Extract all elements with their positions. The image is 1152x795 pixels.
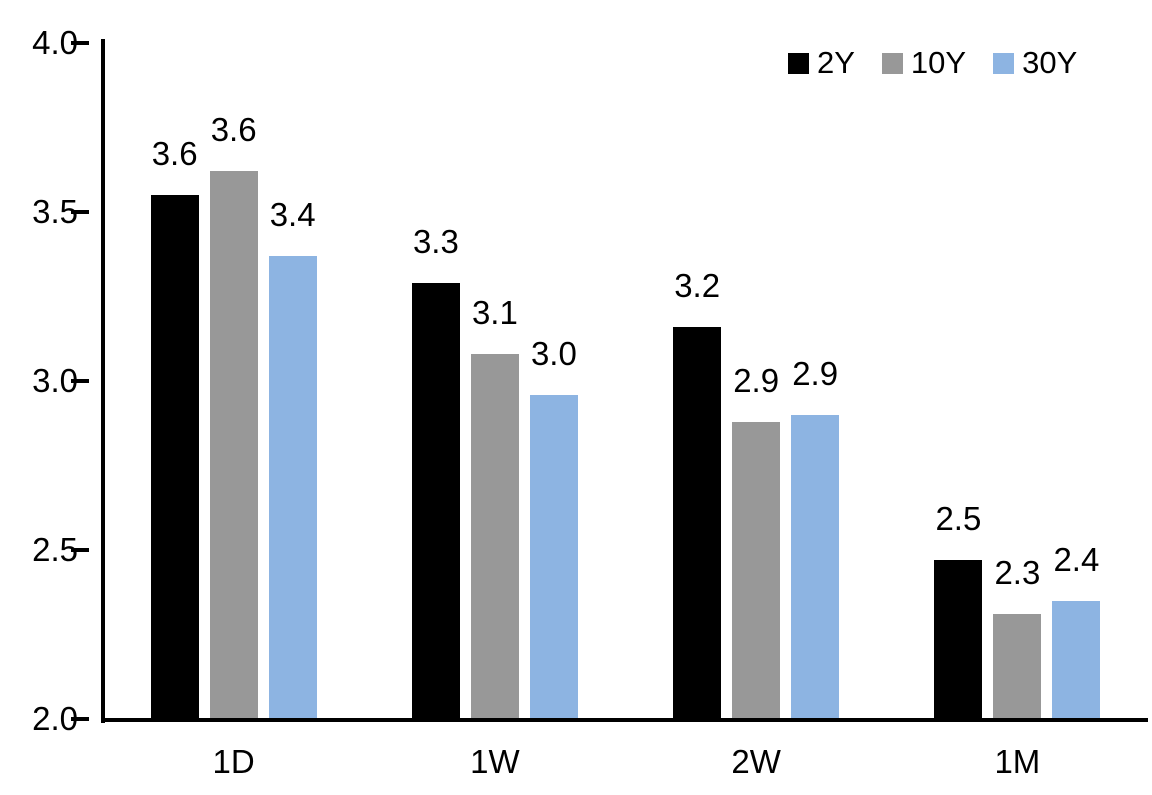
legend-label: 10Y (910, 45, 967, 80)
y-axis-tick-label: 3.0 (32, 362, 78, 399)
bar-30Y-1D (268, 255, 317, 721)
bar-2Y-1W (411, 282, 460, 721)
bar-value-label: 3.6 (210, 111, 257, 149)
legend-item-10Y: 10Y (881, 45, 967, 80)
y-axis-tick-label: 2.5 (32, 531, 78, 568)
bar-value-label: 2.9 (792, 354, 839, 392)
y-axis-tick-label: 4.0 (32, 24, 78, 61)
legend-item-30Y: 30Y (993, 46, 1077, 80)
legend-swatch-icon (881, 52, 903, 74)
x-axis-category-label: 1M (994, 743, 1041, 780)
bar-30Y-2W (791, 414, 840, 721)
x-axis-category-label: 1D (212, 743, 255, 780)
legend-label: 30Y (1022, 45, 1078, 80)
y-axis-tick (71, 717, 89, 721)
legend: 2Y 10Y 30Y (788, 46, 1077, 80)
bar-10Y-1W (470, 353, 519, 721)
y-axis-tick-label: 3.5 (32, 193, 78, 230)
legend-item-2Y: 2Y (788, 46, 855, 80)
bar-30Y-1W (529, 394, 578, 721)
x-axis-line (101, 718, 1148, 722)
bar-10Y-1D (209, 171, 258, 721)
x-axis-category-label: 1W (470, 743, 520, 780)
bar-value-label: 3.0 (530, 334, 577, 372)
bar-value-label: 2.9 (733, 361, 780, 399)
x-axis-category-label: 2W (731, 743, 781, 780)
y-axis-tick-label: 2.0 (32, 700, 78, 737)
legend-swatch-icon (788, 52, 809, 74)
y-axis-tick (71, 379, 89, 383)
legend-label: 2Y (817, 45, 855, 80)
y-axis-tick (71, 210, 89, 214)
bar-30Y-1M (1052, 600, 1101, 721)
bar-value-label: 3.1 (471, 293, 518, 331)
bar-value-label: 2.5 (935, 500, 982, 538)
bar-value-label: 3.2 (674, 266, 721, 304)
legend-swatch-icon (993, 52, 1015, 74)
y-axis-line (101, 39, 105, 723)
bar-value-label: 3.3 (412, 222, 459, 260)
bar-value-label: 2.3 (994, 554, 1041, 592)
bar-value-label: 2.4 (1053, 540, 1100, 578)
y-axis-tick (71, 548, 89, 552)
bar-10Y-2W (732, 421, 781, 721)
bar-value-label: 3.6 (151, 135, 198, 173)
bar-2Y-2W (673, 326, 722, 721)
bar-2Y-1M (934, 560, 983, 721)
y-axis-tick (71, 41, 89, 45)
bar-value-label: 3.4 (269, 195, 316, 233)
bar-2Y-1D (150, 195, 199, 721)
bar-10Y-1M (993, 614, 1042, 721)
